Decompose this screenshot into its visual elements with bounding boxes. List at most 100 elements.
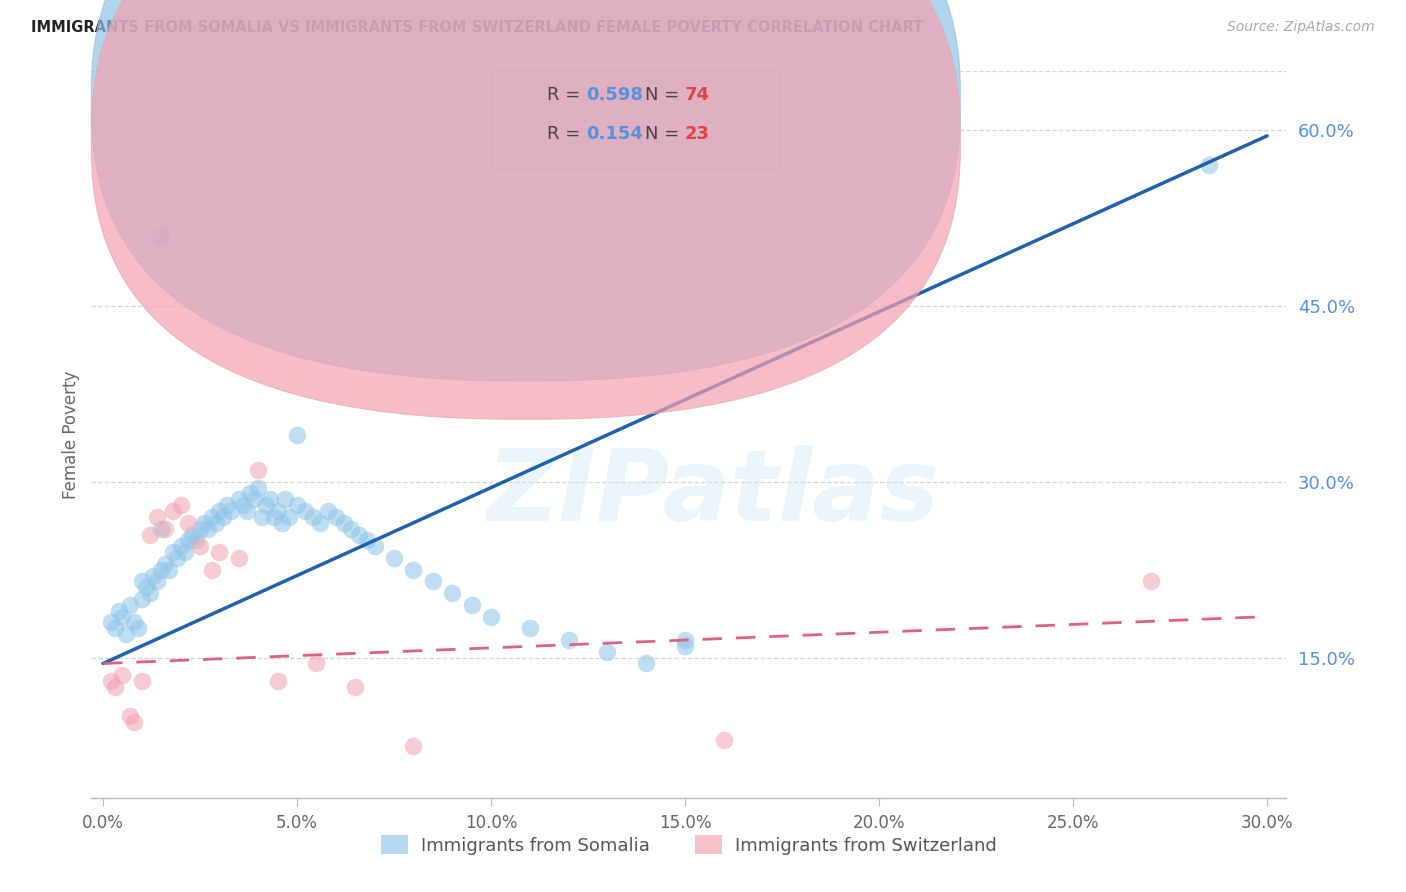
Point	[266, 504, 288, 518]
Point	[131, 592, 153, 607]
Point	[115, 627, 138, 641]
Point	[479, 609, 502, 624]
Text: N =: N =	[645, 87, 685, 104]
Point	[422, 574, 444, 589]
Point	[266, 674, 288, 689]
Point	[402, 739, 425, 753]
Point	[232, 498, 254, 512]
Point	[188, 522, 211, 536]
Point	[193, 516, 215, 530]
Point	[135, 580, 157, 594]
Point	[146, 574, 169, 589]
Point	[111, 609, 134, 624]
Point	[177, 533, 200, 548]
Text: ZIPatlas: ZIPatlas	[486, 444, 939, 541]
Point	[301, 510, 323, 524]
Point	[204, 516, 226, 530]
Point	[212, 510, 235, 524]
Point	[162, 504, 184, 518]
Point	[153, 522, 176, 536]
Point	[150, 228, 173, 243]
Point	[713, 732, 735, 747]
Point	[201, 510, 224, 524]
Point	[254, 498, 277, 512]
Point	[1139, 574, 1161, 589]
Point	[259, 492, 281, 507]
Point	[294, 504, 316, 518]
Point	[460, 598, 482, 612]
Point	[441, 586, 464, 600]
Point	[107, 604, 129, 618]
Point	[519, 621, 541, 635]
Text: IMMIGRANTS FROM SOMALIA VS IMMIGRANTS FROM SWITZERLAND FEMALE POVERTY CORRELATIO: IMMIGRANTS FROM SOMALIA VS IMMIGRANTS FR…	[31, 20, 924, 35]
Text: 0.598: 0.598	[586, 87, 644, 104]
Text: N =: N =	[645, 125, 685, 143]
Point	[673, 633, 696, 648]
Text: Source: ZipAtlas.com: Source: ZipAtlas.com	[1227, 20, 1375, 34]
Text: R =: R =	[547, 87, 586, 104]
Point	[340, 522, 363, 536]
Point	[332, 516, 354, 530]
Point	[285, 498, 308, 512]
Point	[138, 586, 160, 600]
Point	[270, 516, 292, 530]
Point	[131, 574, 153, 589]
Point	[316, 504, 339, 518]
Point	[228, 492, 250, 507]
Point	[239, 486, 262, 500]
Point	[131, 674, 153, 689]
Point	[138, 527, 160, 541]
Point	[278, 510, 301, 524]
Point	[305, 657, 328, 671]
Point	[250, 510, 273, 524]
Point	[673, 639, 696, 653]
Point	[596, 645, 619, 659]
Point	[127, 621, 149, 635]
Text: 0.154: 0.154	[586, 125, 643, 143]
Point	[104, 621, 127, 635]
Point	[208, 504, 231, 518]
Point	[228, 551, 250, 566]
Point	[188, 539, 211, 553]
Point	[142, 568, 165, 582]
Point	[219, 504, 242, 518]
Point	[111, 668, 134, 682]
Point	[120, 598, 142, 612]
Point	[382, 551, 405, 566]
Point	[100, 674, 122, 689]
Point	[181, 527, 204, 541]
Text: R =: R =	[547, 125, 586, 143]
Point	[309, 516, 332, 530]
Point	[120, 709, 142, 723]
Y-axis label: Female Poverty: Female Poverty	[62, 371, 80, 499]
Point	[557, 633, 579, 648]
Point	[197, 522, 219, 536]
Point	[173, 545, 195, 559]
Point	[247, 463, 270, 477]
Point	[285, 427, 308, 442]
Point	[146, 510, 169, 524]
Point	[162, 545, 184, 559]
Point	[166, 551, 188, 566]
Point	[402, 563, 425, 577]
Point	[263, 510, 285, 524]
Point	[177, 516, 200, 530]
Point	[1198, 158, 1220, 172]
Point	[356, 533, 378, 548]
Point	[201, 563, 224, 577]
Point	[122, 715, 145, 730]
Point	[186, 533, 208, 548]
Point	[169, 498, 191, 512]
Text: 23: 23	[685, 125, 710, 143]
Point	[150, 563, 173, 577]
Point	[100, 615, 122, 630]
Point	[104, 680, 127, 694]
Point	[325, 510, 347, 524]
Point	[243, 492, 266, 507]
Point	[157, 563, 180, 577]
Point	[347, 527, 370, 541]
Point	[274, 492, 297, 507]
Point	[363, 539, 385, 553]
Point	[153, 557, 176, 571]
Point	[208, 545, 231, 559]
